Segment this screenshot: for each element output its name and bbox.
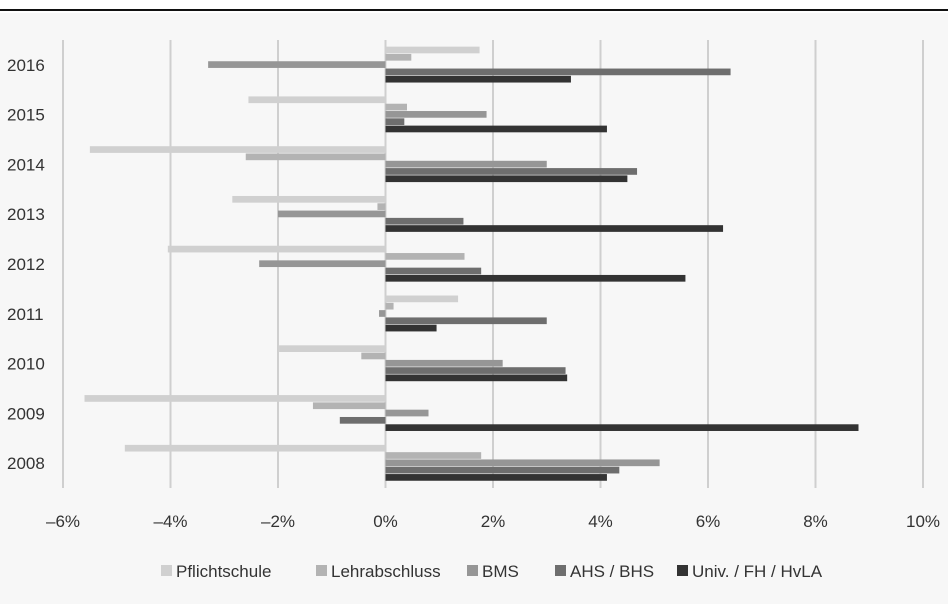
x-tick-label: –4% [153,512,187,531]
bar-2016-1 [385,53,412,61]
bar-2016-2 [208,61,386,68]
y-tick-label-2012: 2012 [7,255,45,274]
bar-2010-2 [385,359,503,367]
legend-swatch-0 [161,565,172,576]
bar-2016-4 [385,75,571,83]
y-tick-label-2014: 2014 [7,155,45,174]
x-tick-label: 0% [373,512,398,531]
bar-2015-2 [385,111,487,118]
x-tick-label: 10% [906,512,940,531]
bar-2008-0 [124,444,386,452]
bar-2013-4 [385,225,724,232]
bar-2008-1 [385,452,482,459]
x-tick-label: –6% [46,512,80,531]
bar-2014-4 [385,175,628,183]
legend-label-0: Pflichtschule [176,562,271,581]
bar-2014-0 [89,146,386,153]
bar-2015-1 [385,103,407,111]
bar-2009-2 [385,409,429,417]
y-tick-label-2013: 2013 [7,205,45,224]
bar-2010-1 [361,352,386,360]
bar-2008-2 [385,459,660,467]
bar-2013-3 [385,217,464,225]
bar-2013-0 [232,195,386,203]
bar-2015-3 [385,118,405,126]
bar-2011-3 [385,317,547,325]
bar-2014-2 [385,160,547,168]
x-tick-label: 8% [803,512,828,531]
y-tick-label-2011: 2011 [7,305,44,324]
bar-2015-0 [248,96,386,104]
bar-2012-2 [259,260,386,268]
bar-2012-1 [385,253,465,260]
legend-label-2: BMS [482,562,519,581]
bar-2010-4 [385,374,568,382]
bar-2008-3 [385,466,620,474]
bar-2011-1 [385,302,394,310]
bar-2010-3 [385,367,566,374]
y-tick-label-2008: 2008 [7,454,45,473]
bar-2015-4 [385,125,607,133]
x-tick-label: –2% [261,512,295,531]
x-tick-label: 6% [696,512,721,531]
y-tick-label-2010: 2010 [7,355,45,374]
legend-label-4: Univ. / FH / HvLA [692,562,823,581]
bar-2016-0 [385,46,480,54]
legend-swatch-4 [677,565,688,576]
y-tick-label-2009: 2009 [7,404,45,423]
x-tick-label: 4% [588,512,613,531]
top-rule [0,9,948,11]
bar-2012-3 [385,267,482,275]
bar-2014-3 [385,168,638,175]
bar-2009-1 [312,402,386,410]
legend-label-3: AHS / BHS [570,562,654,581]
bar-2009-3 [339,416,386,424]
bar-2010-0 [279,345,386,353]
bar-2009-4 [385,424,859,431]
legend-swatch-1 [316,565,327,576]
bar-2016-3 [385,68,731,76]
y-tick-label-2016: 2016 [7,56,45,75]
x-tick-label: 2% [481,512,506,531]
bar-2011-4 [385,324,437,332]
bar-2011-2 [379,310,386,317]
legend-swatch-3 [555,565,566,576]
bar-2008-4 [385,474,607,481]
bar-2013-2 [278,210,386,218]
bar-2013-1 [377,203,386,210]
legend-label-1: Lehrabschluss [331,562,441,581]
legend-swatch-2 [467,565,478,576]
bar-2009-0 [84,395,386,402]
bar-2012-0 [167,245,386,253]
bar-2012-4 [385,274,686,282]
y-tick-label-2015: 2015 [7,106,45,125]
bar-2011-0 [385,295,459,303]
bar-2014-1 [245,153,386,161]
